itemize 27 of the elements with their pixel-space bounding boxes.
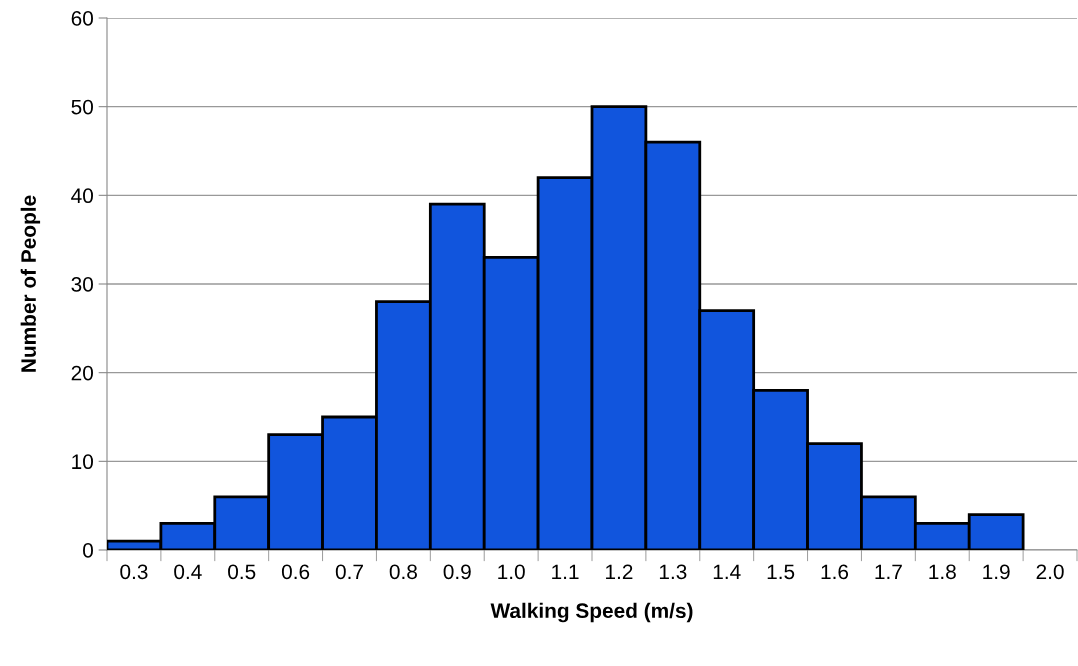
x-tick-label: 0.6 bbox=[281, 564, 310, 580]
x-tick-label: 0.5 bbox=[228, 564, 256, 580]
y-tick-label: 30 bbox=[71, 277, 93, 292]
x-tick-label: 1.9 bbox=[983, 564, 1010, 580]
x-tick-label: 0.8 bbox=[389, 564, 417, 580]
x-tick-label: 1.0 bbox=[498, 564, 525, 580]
x-tick-label: 0.9 bbox=[443, 564, 471, 580]
x-tick-label: 1.5 bbox=[767, 564, 795, 580]
x-tick-label: 1.1 bbox=[552, 564, 579, 579]
x-tick-label: 0.3 bbox=[120, 564, 148, 580]
x-tick-label: 1.2 bbox=[606, 564, 633, 579]
x-tick-label: 1.8 bbox=[929, 564, 956, 580]
x-tick-label: 1.3 bbox=[659, 564, 687, 580]
y-tick-label: 60 bbox=[71, 11, 93, 26]
x-tick-label: 1.7 bbox=[875, 564, 902, 579]
x-tick-label: 1.6 bbox=[821, 564, 849, 580]
y-axis-title: Number of People bbox=[20, 195, 41, 372]
y-tick-label: 20 bbox=[71, 365, 93, 381]
x-axis-title: Walking Speed (m/s) bbox=[490, 602, 693, 623]
x-tick-label: 0.7 bbox=[335, 564, 363, 580]
y-tick-label: 50 bbox=[71, 99, 93, 115]
x-tick-label: 2.0 bbox=[1036, 564, 1064, 580]
y-tick-label: 40 bbox=[71, 188, 93, 204]
x-tick-label: 1.4 bbox=[713, 564, 741, 579]
y-tick-label: 0 bbox=[83, 543, 93, 558]
x-tick-label: 0.4 bbox=[174, 564, 202, 580]
y-tick-label: 10 bbox=[72, 454, 93, 470]
